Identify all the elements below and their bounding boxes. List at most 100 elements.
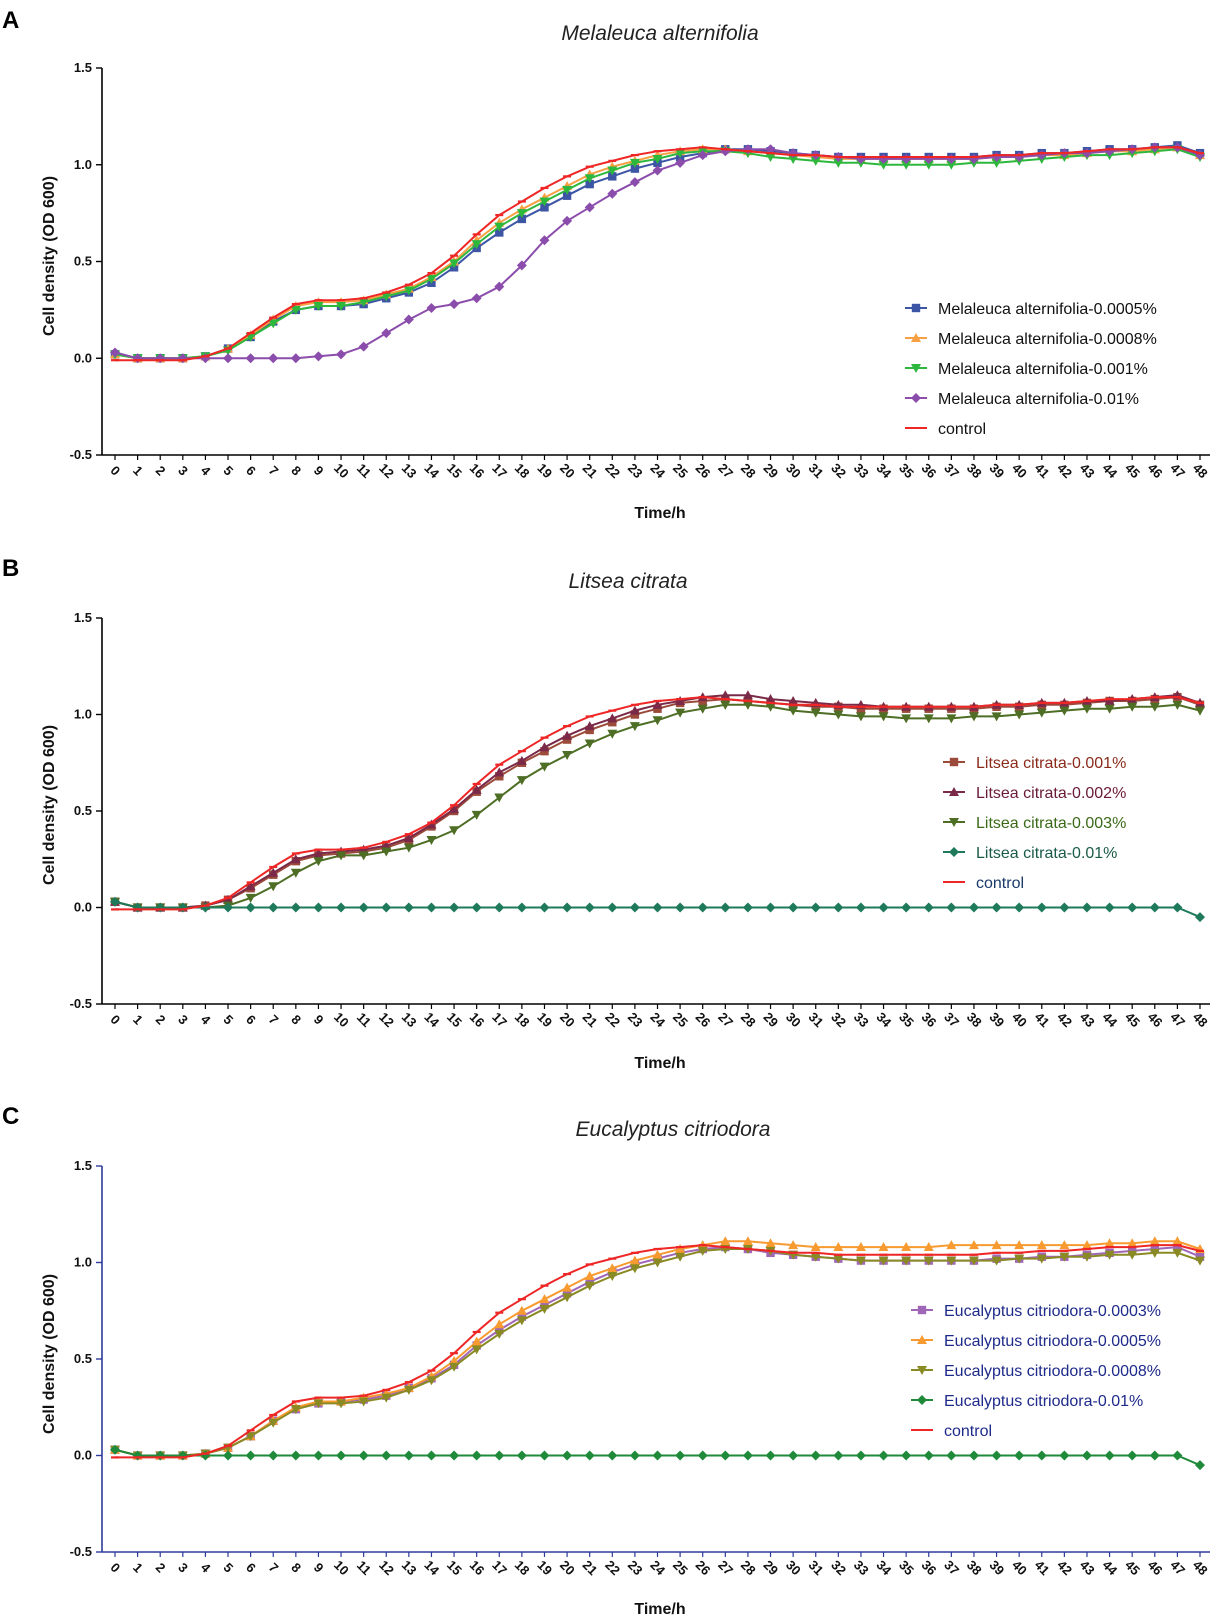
data-point (494, 767, 505, 777)
data-point (494, 1319, 505, 1329)
panel-letter: C (2, 1103, 19, 1130)
data-point (539, 902, 550, 913)
data-point (720, 902, 731, 913)
data-point (290, 353, 301, 364)
data-point (742, 902, 753, 913)
x-tick-label: 26 (693, 1009, 714, 1030)
data-point (878, 160, 889, 170)
data-point (1172, 1248, 1183, 1258)
legend-label: control (976, 875, 1024, 892)
x-tick-label: 2 (153, 1560, 169, 1576)
y-axis-label: Cell density (OD 600) (41, 725, 58, 885)
series-line (114, 148, 1201, 360)
data-point (336, 349, 347, 360)
x-tick-label: 12 (376, 1557, 397, 1578)
legend-label: control (944, 1423, 992, 1440)
data-point (313, 1399, 324, 1409)
x-tick-label: 30 (783, 1009, 804, 1030)
series-eucalyptus-citriodora-0-0003 (110, 1242, 1205, 1460)
data-point (426, 302, 437, 313)
legend-marker (949, 787, 959, 796)
data-point (629, 722, 640, 732)
y-tick-label: -0.5 (70, 447, 92, 462)
x-tick-label: 47 (1167, 1557, 1188, 1578)
x-tick-label: 6 (243, 1560, 259, 1576)
x-tick-label: 2 (153, 463, 169, 479)
data-point (358, 844, 369, 854)
x-tick-label: 26 (693, 460, 714, 481)
series-control (111, 146, 1204, 362)
data-point (449, 299, 460, 310)
data-point (471, 902, 482, 913)
x-tick-label: 19 (534, 1557, 555, 1578)
data-point (1059, 1240, 1070, 1250)
data-point (652, 1249, 663, 1259)
x-tick-label: 40 (1009, 460, 1030, 481)
legend-label: Eucalyptus citriodora-0.0003% (944, 1303, 1161, 1320)
x-tick-label: 38 (964, 460, 985, 481)
x-tick-label: 23 (625, 1009, 646, 1030)
data-point (878, 1256, 889, 1266)
data-point (607, 902, 618, 913)
data-point (765, 1450, 776, 1461)
data-point (607, 1450, 618, 1461)
x-tick-label: 35 (896, 1009, 917, 1030)
legend-label: Melaleuca alternifolia-0.01% (938, 391, 1139, 408)
series-line (114, 146, 1201, 360)
data-point (110, 896, 120, 907)
data-point (810, 1242, 821, 1252)
series-eucalyptus-citriodora-0-01 (110, 1444, 1205, 1471)
data-point (562, 215, 573, 226)
x-tick-label: 27 (715, 1009, 736, 1030)
data-point (562, 751, 573, 761)
data-point (403, 833, 414, 843)
data-point (449, 1355, 460, 1365)
x-tick-label: 8 (288, 463, 304, 479)
data-point (449, 259, 460, 269)
data-point (991, 1240, 1002, 1250)
data-point (494, 281, 505, 292)
data-point (742, 1236, 753, 1246)
data-point (1059, 902, 1070, 913)
data-point (946, 902, 957, 913)
data-point (968, 712, 979, 722)
data-point (901, 902, 912, 913)
data-point (245, 1450, 256, 1461)
x-tick-label: 19 (534, 1009, 555, 1030)
data-point (539, 197, 550, 207)
legend-item: control (911, 1423, 992, 1440)
data-point (381, 847, 392, 857)
legend-item: Litsea citrata-0.003% (943, 815, 1126, 832)
legend-marker (949, 847, 959, 857)
legend-item: Eucalyptus citriodora-0.0003% (911, 1303, 1161, 1320)
data-point (923, 1242, 934, 1252)
data-point (290, 868, 301, 878)
data-point (1172, 1236, 1183, 1246)
series-melaleuca-alternifolia-0-01 (110, 142, 1205, 364)
data-point (629, 177, 640, 188)
data-point (1127, 1250, 1138, 1260)
data-point (471, 293, 482, 304)
data-point (608, 172, 617, 181)
x-tick-label: 28 (738, 1009, 759, 1030)
x-tick-label: 32 (828, 1557, 849, 1578)
x-tick-label: 45 (1122, 1009, 1143, 1030)
x-tick-label: 48 (1190, 1009, 1211, 1030)
x-tick-label: 23 (625, 1557, 646, 1578)
data-point (901, 160, 912, 170)
data-point (245, 881, 256, 891)
x-tick-label: 40 (1009, 1557, 1030, 1578)
x-tick-label: 22 (602, 1009, 623, 1030)
x-tick-label: 15 (444, 1557, 465, 1578)
x-tick-label: 1 (130, 1560, 146, 1576)
x-tick-label: 39 (986, 1009, 1007, 1030)
x-tick-label: 4 (198, 1560, 214, 1576)
x-tick-label: 3 (175, 1012, 191, 1028)
data-point (381, 328, 392, 339)
data-point (494, 902, 505, 913)
legend: Eucalyptus citriodora-0.0003% Eucalyptus … (911, 1303, 1161, 1440)
data-point (765, 144, 776, 155)
data-point (810, 156, 821, 166)
data-point (1036, 1450, 1047, 1461)
data-point (675, 708, 686, 718)
